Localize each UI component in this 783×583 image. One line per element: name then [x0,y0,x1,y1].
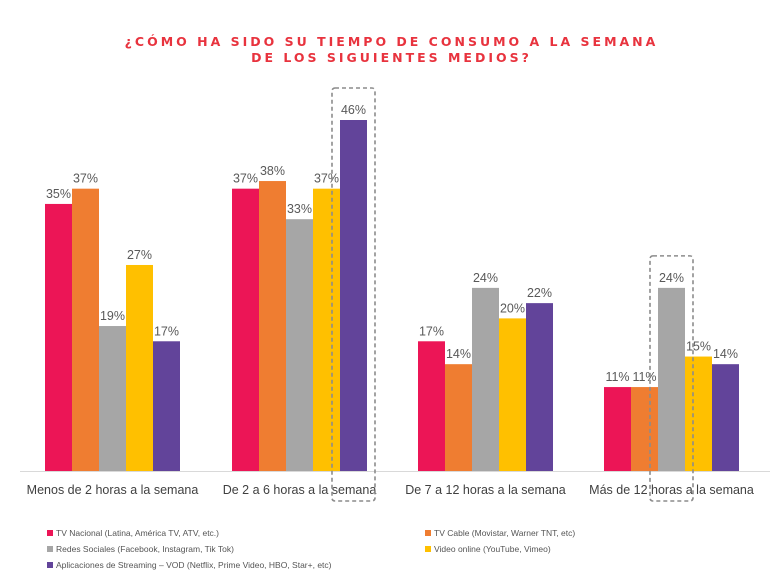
data-label-0-4: 17% [154,324,179,338]
data-label-2-1: 14% [446,347,471,361]
bar-3-3 [685,356,712,471]
data-label-1-0: 37% [233,172,258,186]
data-label-2-4: 22% [527,286,552,300]
legend-swatch [47,562,53,568]
highlight-box-0 [331,87,376,502]
legend-item-1: TV Cable (Movistar, Warner TNT, etc) [425,528,575,538]
bar-0-1 [72,188,99,471]
bar-1-1 [259,181,286,472]
data-label-3-0: 11% [605,370,629,384]
data-label-1-4: 46% [341,103,366,117]
bar-1-0 [232,188,259,471]
bar-2-2 [472,287,499,471]
data-label-2-0: 17% [419,324,444,338]
data-label-1-3: 37% [314,172,339,186]
data-label-3-2: 24% [659,271,684,285]
bar-2-4 [526,303,553,471]
bar-0-2 [99,326,126,471]
legend-item-0: TV Nacional (Latina, América TV, ATV, et… [47,528,219,538]
bar-2-1 [445,364,472,471]
bar-2-3 [499,318,526,471]
bar-0-0 [45,203,72,471]
data-label-3-4: 14% [713,347,738,361]
data-label-2-3: 20% [500,301,525,315]
data-label-1-1: 38% [260,164,285,178]
bar-1-4 [340,120,367,471]
category-label-2: De 7 a 12 horas a la semana [405,483,566,497]
legend-swatch [425,546,431,552]
legend-swatch [425,530,431,536]
category-label-1: De 2 a 6 horas a la semana [223,483,377,497]
chart-title-line-2: DE LOS SIGUIENTES MEDIOS? [251,50,532,65]
data-label-3-1: 11% [632,370,656,384]
data-label-3-3: 15% [686,340,711,354]
category-label-0: Menos de 2 horas a la semana [27,483,199,497]
legend-label: Video online (YouTube, Vimeo) [434,544,551,554]
data-label-0-2: 19% [100,309,125,323]
legend-label: Aplicaciones de Streaming – VOD (Netflix… [56,560,332,570]
data-label-0-0: 35% [46,187,71,201]
bar-3-1 [631,387,658,471]
legend-label: TV Cable (Movistar, Warner TNT, etc) [434,528,576,538]
legend-item-3: Video online (YouTube, Vimeo) [425,544,551,554]
bar-2-0 [418,341,445,471]
highlight-box-1 [649,255,694,502]
bar-0-4 [153,341,180,471]
legend-item-4: Aplicaciones de Streaming – VOD (Netflix… [47,560,332,570]
bar-1-2 [286,219,313,471]
data-label-0-3: 27% [127,248,152,262]
data-label-0-1: 37% [73,172,98,186]
data-label-1-2: 33% [287,202,312,216]
legend-swatch [47,546,53,552]
legend-label: TV Nacional (Latina, América TV, ATV, et… [56,528,219,538]
chart-title-line-1: ¿CÓMO HA SIDO SU TIEMPO DE CONSUMO A LA … [124,34,659,49]
legend-label: Redes Sociales (Facebook, Instagram, Tik… [56,544,234,554]
category-label-3: Más de 12 horas a la semana [589,483,754,497]
legend-item-2: Redes Sociales (Facebook, Instagram, Tik… [47,544,234,554]
bar-3-4 [712,364,739,471]
bar-1-3 [313,188,340,471]
legend-swatch [47,530,53,536]
bar-3-2 [658,287,685,471]
data-label-2-2: 24% [473,271,498,285]
bar-0-3 [126,264,153,471]
bar-3-0 [604,387,631,471]
